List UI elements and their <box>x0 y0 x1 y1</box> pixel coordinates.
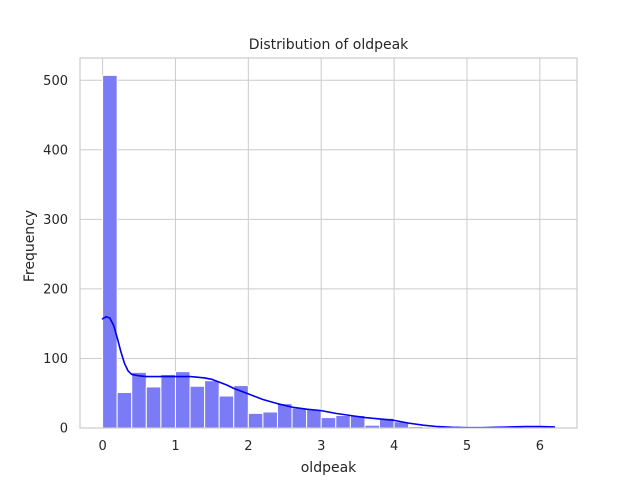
y-tick-labels: 0 100 200 300 400 500 <box>43 74 68 437</box>
x-tick-labels: 0 1 2 3 4 5 6 <box>98 439 544 454</box>
y-tick-label-2: 200 <box>43 282 68 297</box>
histogram-bar-11 <box>262 411 278 429</box>
histogram-bar-1 <box>116 392 133 429</box>
grid-layer <box>80 58 577 429</box>
histogram-bar-10 <box>247 412 264 429</box>
bars-layer <box>102 74 555 429</box>
histogram-bar-2 <box>131 371 147 429</box>
axes-frame <box>79 57 578 429</box>
histogram-bar-8 <box>218 395 235 429</box>
y-tick-label-5: 500 <box>43 74 68 89</box>
x-tick-label-4: 4 <box>390 439 398 454</box>
y-tick-label-1: 100 <box>43 352 68 367</box>
x-axis-label: oldpeak <box>301 460 357 476</box>
chart-title: Distribution of oldpeak <box>249 37 409 53</box>
x-tick-label-1: 1 <box>171 439 179 454</box>
y-tick-label-3: 300 <box>43 213 68 228</box>
histogram-bar-6 <box>189 385 206 429</box>
y-tick-label-0: 0 <box>60 422 68 437</box>
x-tick-label-5: 5 <box>463 439 471 454</box>
kde-curve <box>101 315 556 429</box>
histogram-bar-5 <box>174 371 191 429</box>
histogram-bar-4 <box>160 373 176 429</box>
x-tick-label-2: 2 <box>244 439 252 454</box>
y-axis-label: Frequency <box>22 210 38 282</box>
x-tick-label-0: 0 <box>98 439 106 454</box>
histogram-bar-15 <box>320 417 337 429</box>
histogram-bar-3 <box>145 386 162 429</box>
histogram-bar-14 <box>306 408 322 429</box>
histogram-bar-0 <box>102 74 118 429</box>
histogram-bar-16 <box>335 414 351 429</box>
y-tick-label-4: 400 <box>43 143 68 158</box>
histogram-bar-13 <box>291 407 308 429</box>
x-tick-label-6: 6 <box>536 439 544 454</box>
histogram-bar-7 <box>204 380 220 429</box>
kde-layer <box>101 315 556 429</box>
x-tick-label-3: 3 <box>317 439 325 454</box>
